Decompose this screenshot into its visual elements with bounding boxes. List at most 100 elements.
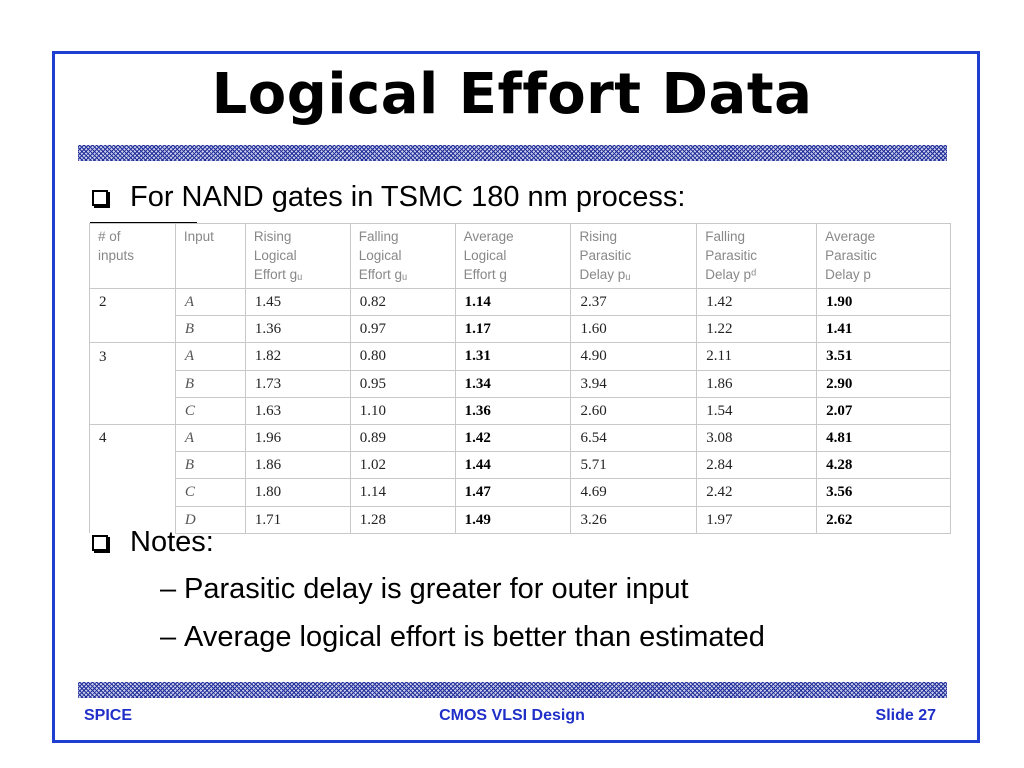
table-header-cell: Rising Parasitic Delay pᵤ <box>570 223 698 289</box>
header-line: # of <box>98 229 121 244</box>
table-header-cell: Input <box>174 223 246 289</box>
table-row: 3 A 1.82 0.80 1.31 4.90 2.11 3.51 <box>89 342 951 371</box>
value-cell: 1.36 <box>454 396 572 425</box>
header-line: Average <box>463 229 514 244</box>
bullet-intro-text: For NAND gates in TSMC 180 nm process: <box>130 181 686 213</box>
table-row: D 1.71 1.28 1.49 3.26 1.97 2.62 <box>89 505 951 534</box>
table-row: C 1.63 1.10 1.36 2.60 1.54 2.07 <box>89 396 951 425</box>
value-cell: 1.14 <box>454 287 572 317</box>
input-name-cell: C <box>174 478 246 507</box>
inputs-count-cell <box>89 397 176 425</box>
value-cell: 2.11 <box>696 342 818 371</box>
header-line: Logical <box>253 248 297 263</box>
value-cell: 6.54 <box>570 423 698 453</box>
value-cell: 0.89 <box>349 423 456 453</box>
value-cell: 2.37 <box>570 287 698 317</box>
input-name-cell: B <box>174 451 246 480</box>
bottom-divider-bar <box>78 682 947 698</box>
footer-right: Slide 27 <box>875 707 936 724</box>
inputs-count-cell <box>89 370 176 398</box>
value-cell: 1.28 <box>349 505 456 534</box>
value-cell: 1.41 <box>816 315 951 344</box>
header-line: Delay pᵤ <box>579 267 631 282</box>
header-line: Effort g <box>463 267 507 282</box>
header-line: Delay p <box>825 267 871 282</box>
value-cell: 1.90 <box>816 287 951 317</box>
header-line: Effort gᵤ <box>253 267 303 282</box>
table-header-cell: Falling Parasitic Delay pᵈ <box>696 223 818 289</box>
table-row: B 1.86 1.02 1.44 5.71 2.84 4.28 <box>89 451 951 480</box>
sub-item-average: – Average logical effort is better than e… <box>160 621 765 654</box>
value-cell: 1.73 <box>244 369 351 398</box>
table-header-cell: Rising Logical Effort gᵤ <box>244 223 351 289</box>
value-cell: 2.07 <box>816 396 951 425</box>
input-name-cell: C <box>174 396 246 425</box>
value-cell: 5.71 <box>570 451 698 480</box>
input-name-cell: D <box>174 505 246 534</box>
table-header-cell: # of inputs <box>89 223 176 289</box>
slide-frame <box>52 51 980 743</box>
input-name-cell: A <box>174 342 246 371</box>
header-line: Delay pᵈ <box>705 267 757 282</box>
header-line: Parasitic <box>705 248 758 263</box>
value-cell: 1.47 <box>454 478 572 507</box>
inputs-count-cell: 4 <box>89 423 176 452</box>
input-name-cell: B <box>174 315 246 344</box>
checkbox-square-icon <box>92 189 108 206</box>
value-cell: 3.56 <box>816 478 951 507</box>
value-cell: 0.97 <box>349 315 456 344</box>
table-header-row: # of inputs Input Rising Logical Effort gᵤ Fal… <box>89 223 951 289</box>
checkbox-square-icon <box>92 534 108 551</box>
value-cell: 1.54 <box>696 396 818 425</box>
value-cell: 3.08 <box>696 423 818 453</box>
value-cell: 4.90 <box>570 342 698 371</box>
value-cell: 2.62 <box>816 505 951 534</box>
inputs-count-cell <box>89 478 176 506</box>
value-cell: 2.84 <box>696 451 818 480</box>
table-body: 2 A 1.45 0.82 1.14 2.37 1.42 1.90 B 1.36 0.97 1.17 1… <box>89 287 951 534</box>
inputs-count-cell: 3 <box>89 342 176 371</box>
value-cell: 1.80 <box>244 478 351 507</box>
header-line: Falling <box>705 229 746 244</box>
dash-marker: – <box>160 621 177 653</box>
value-cell: 1.82 <box>244 342 351 371</box>
value-cell: 1.60 <box>570 315 698 344</box>
value-cell: 2.42 <box>696 478 818 507</box>
input-name-cell: B <box>174 369 246 398</box>
table-row: B 1.73 0.95 1.34 3.94 1.86 2.90 <box>89 369 951 398</box>
value-cell: 1.45 <box>244 287 351 317</box>
value-cell: 1.71 <box>244 505 351 534</box>
value-cell: 1.02 <box>349 451 456 480</box>
value-cell: 1.96 <box>244 423 351 453</box>
inputs-count-cell <box>89 315 176 343</box>
footer-center: CMOS VLSI Design <box>439 707 585 724</box>
value-cell: 1.86 <box>244 451 351 480</box>
value-cell: 1.44 <box>454 451 572 480</box>
value-cell: 1.34 <box>454 369 572 398</box>
inputs-count-cell <box>89 506 176 534</box>
logical-effort-table: # of inputs Input Rising Logical Effort gᵤ Fal… <box>89 223 951 534</box>
value-cell: 2.60 <box>570 396 698 425</box>
table-row: C 1.80 1.14 1.47 4.69 2.42 3.56 <box>89 478 951 507</box>
table-row: 4 A 1.96 0.89 1.42 6.54 3.08 4.81 <box>89 423 951 453</box>
bullet-intro: For NAND gates in TSMC 180 nm process: <box>92 181 686 214</box>
value-cell: 1.31 <box>454 342 572 371</box>
value-cell: 1.22 <box>696 315 818 344</box>
value-cell: 0.80 <box>349 342 456 371</box>
input-name-cell: A <box>174 423 246 453</box>
value-cell: 3.51 <box>816 342 951 371</box>
value-cell: 3.26 <box>570 505 698 534</box>
sub-item-text: Average logical effort is better than es… <box>184 621 765 653</box>
header-line: Falling <box>358 229 399 244</box>
value-cell: 1.49 <box>454 505 572 534</box>
table-header-cell: Average Parasitic Delay p <box>816 223 951 289</box>
value-cell: 1.10 <box>349 396 456 425</box>
value-cell: 0.95 <box>349 369 456 398</box>
header-line: inputs <box>98 248 135 263</box>
value-cell: 1.36 <box>244 315 351 344</box>
table-header-cell: Average Logical Effort g <box>454 223 572 289</box>
footer-left: SPICE <box>84 707 133 724</box>
input-name-cell: A <box>174 287 246 317</box>
table-row: B 1.36 0.97 1.17 1.60 1.22 1.41 <box>89 315 951 344</box>
value-cell: 0.82 <box>349 287 456 317</box>
